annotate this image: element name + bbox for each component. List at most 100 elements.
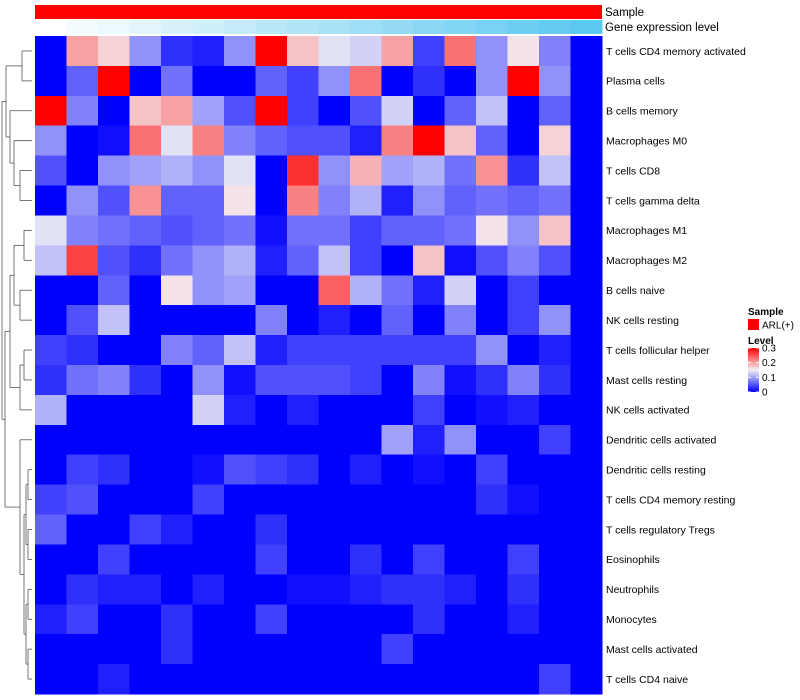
heatmap-cell	[381, 245, 414, 276]
heatmap-cell	[381, 305, 414, 336]
heatmap-cell	[98, 65, 130, 97]
heatmap-cell	[129, 215, 162, 246]
heatmap-cell	[35, 484, 67, 515]
heatmap-cell	[161, 155, 193, 186]
heatmap-cell	[161, 36, 193, 67]
heatmap-cell	[129, 454, 162, 486]
annotation-cell-gene-expression	[507, 20, 540, 34]
heatmap-cell	[192, 604, 225, 635]
heatmap-cell	[287, 574, 319, 605]
heatmap-cell	[413, 424, 445, 456]
heatmap-cell	[350, 365, 382, 396]
heatmap-cell	[570, 634, 603, 665]
heatmap-cell	[318, 65, 351, 97]
heatmap-cell	[413, 574, 445, 605]
heatmap-cell	[35, 574, 67, 605]
heatmap-cell	[507, 664, 540, 695]
heatmap-cell	[98, 484, 130, 515]
heatmap-cell	[413, 95, 445, 127]
heatmap-cell	[161, 125, 193, 157]
heatmap-cell	[224, 125, 256, 157]
heatmap-cell	[35, 36, 67, 67]
heatmap-cell	[444, 305, 477, 336]
heatmap-cell	[255, 125, 288, 157]
heatmap-cell	[350, 275, 382, 306]
heatmap-cell	[224, 305, 256, 336]
heatmap-cell	[35, 95, 67, 127]
row-label: B cells memory	[606, 106, 679, 118]
heatmap-cell	[35, 305, 67, 336]
heatmap-cell	[98, 185, 130, 216]
legend-tick-label: 0.2	[762, 358, 776, 369]
heatmap-cell	[98, 544, 130, 575]
heatmap-cell	[35, 514, 67, 545]
heatmap-cell	[507, 155, 540, 186]
heatmap-cell	[66, 245, 99, 276]
heatmap-cell	[192, 65, 225, 97]
heatmap-cell	[318, 394, 351, 426]
row-label: Macrophages M1	[606, 225, 687, 237]
heatmap-cell	[413, 125, 445, 157]
heatmap-cell	[255, 305, 288, 336]
heatmap-cell	[98, 604, 130, 635]
annotation-cell-gene-expression	[35, 20, 67, 34]
heatmap-cell	[570, 424, 603, 456]
heatmap-cell	[413, 664, 445, 695]
heatmap-cell	[255, 424, 288, 456]
heatmap-cell	[224, 275, 256, 306]
heatmap-cell	[444, 275, 477, 306]
heatmap-cell	[255, 484, 288, 515]
row-label: NK cells resting	[606, 315, 679, 327]
heatmap-cell	[98, 514, 130, 545]
row-label: Dendritic cells resting	[606, 464, 706, 476]
row-label: Neutrophils	[606, 584, 659, 596]
heatmap-cell	[287, 664, 319, 695]
legend-level-title: Level	[748, 336, 774, 347]
legend-sample-entry: ARL(+)	[762, 321, 794, 332]
heatmap-cell	[287, 275, 319, 306]
heatmap-cell	[318, 514, 351, 545]
heatmap-cell	[413, 544, 445, 575]
heatmap-cell	[539, 664, 571, 695]
row-dendrogram	[1, 50, 32, 680]
heatmap-cell	[413, 604, 445, 635]
heatmap-cell	[570, 484, 603, 515]
heatmap-cell	[413, 454, 445, 486]
heatmap-cell	[381, 484, 414, 515]
heatmap-cell	[570, 544, 603, 575]
heatmap-cell	[570, 454, 603, 486]
heatmap-cell	[476, 544, 508, 575]
heatmap-cell	[66, 484, 99, 515]
heatmap-cell	[287, 245, 319, 276]
annotation-cell-gene-expression	[161, 20, 193, 34]
heatmap-cell	[381, 215, 414, 246]
heatmap-cell	[66, 454, 99, 486]
heatmap-cell	[255, 394, 288, 426]
heatmap-cell	[444, 604, 477, 635]
heatmap-cell	[507, 574, 540, 605]
heatmap-cell	[192, 634, 225, 665]
heatmap-cell	[287, 484, 319, 515]
heatmap-cell	[539, 544, 571, 575]
heatmap-cell	[318, 215, 351, 246]
row-label: Dendritic cells activated	[606, 435, 716, 447]
row-label: Eosinophils	[606, 554, 660, 566]
heatmap-cell	[35, 185, 67, 216]
heatmap-cell	[350, 394, 382, 426]
heatmap-cell	[539, 95, 571, 127]
heatmap-cell	[476, 185, 508, 216]
heatmap-cell	[192, 544, 225, 575]
heatmap-cell	[129, 484, 162, 515]
heatmap-cell	[444, 634, 477, 665]
heatmap-cell	[129, 95, 162, 127]
heatmap-cell	[381, 95, 414, 127]
heatmap-cell	[255, 215, 288, 246]
heatmap-cell	[381, 335, 414, 366]
heatmap-cell	[476, 65, 508, 97]
heatmap-cell	[413, 275, 445, 306]
heatmap-cell	[192, 454, 225, 486]
heatmap-cell	[224, 36, 256, 67]
heatmap-cell	[192, 484, 225, 515]
heatmap-cell	[570, 335, 603, 366]
heatmap-cell	[444, 664, 477, 695]
